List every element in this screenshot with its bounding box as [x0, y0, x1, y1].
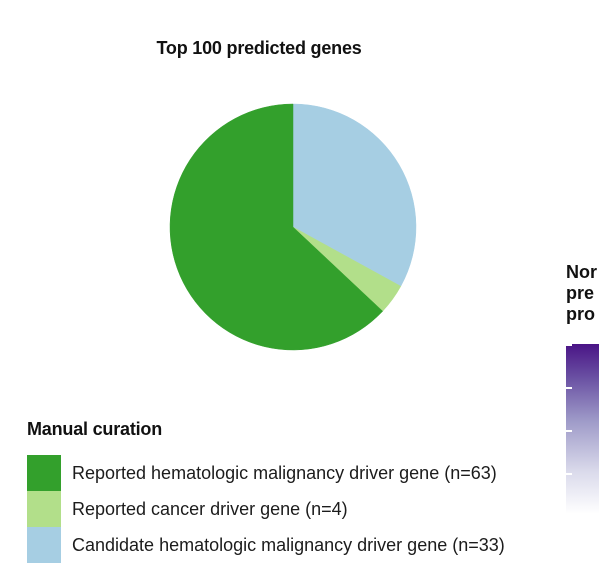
side-colorbar-panel: Nor pre pro — [566, 262, 599, 522]
legend-item-reported-hematologic: Reported hematologic malignancy driver g… — [27, 455, 505, 491]
colorbar-title-line: pre — [566, 283, 595, 303]
legend-label: Candidate hematologic malignancy driver … — [72, 534, 505, 555]
pie-slice-0 — [292, 103, 417, 287]
legend: Reported hematologic malignancy driver g… — [27, 455, 505, 563]
colorbar-tick — [566, 387, 572, 389]
legend-swatch — [27, 455, 61, 491]
legend-label: Reported cancer driver gene (n=4) — [72, 498, 348, 519]
chart-title: Top 100 predicted genes — [156, 38, 362, 58]
colorbar-gradient — [566, 344, 599, 514]
pie-slice-2 — [169, 103, 384, 351]
colorbar-tick — [566, 344, 572, 346]
legend-swatch — [27, 491, 61, 527]
legend-item-reported-cancer: Reported cancer driver gene (n=4) — [27, 491, 505, 527]
legend-label: Reported hematologic malignancy driver g… — [72, 462, 497, 483]
legend-swatch — [27, 527, 61, 563]
colorbar-tick — [566, 473, 572, 475]
pie-slices — [169, 103, 417, 351]
legend-title: Manual curation — [27, 419, 163, 439]
legend-item-candidate-hematologic: Candidate hematologic malignancy driver … — [27, 527, 505, 563]
colorbar-tick — [566, 430, 572, 432]
colorbar-title: Nor pre pro — [566, 262, 597, 325]
colorbar-title-line: Nor — [566, 262, 597, 282]
colorbar-title-line: pro — [566, 304, 595, 324]
